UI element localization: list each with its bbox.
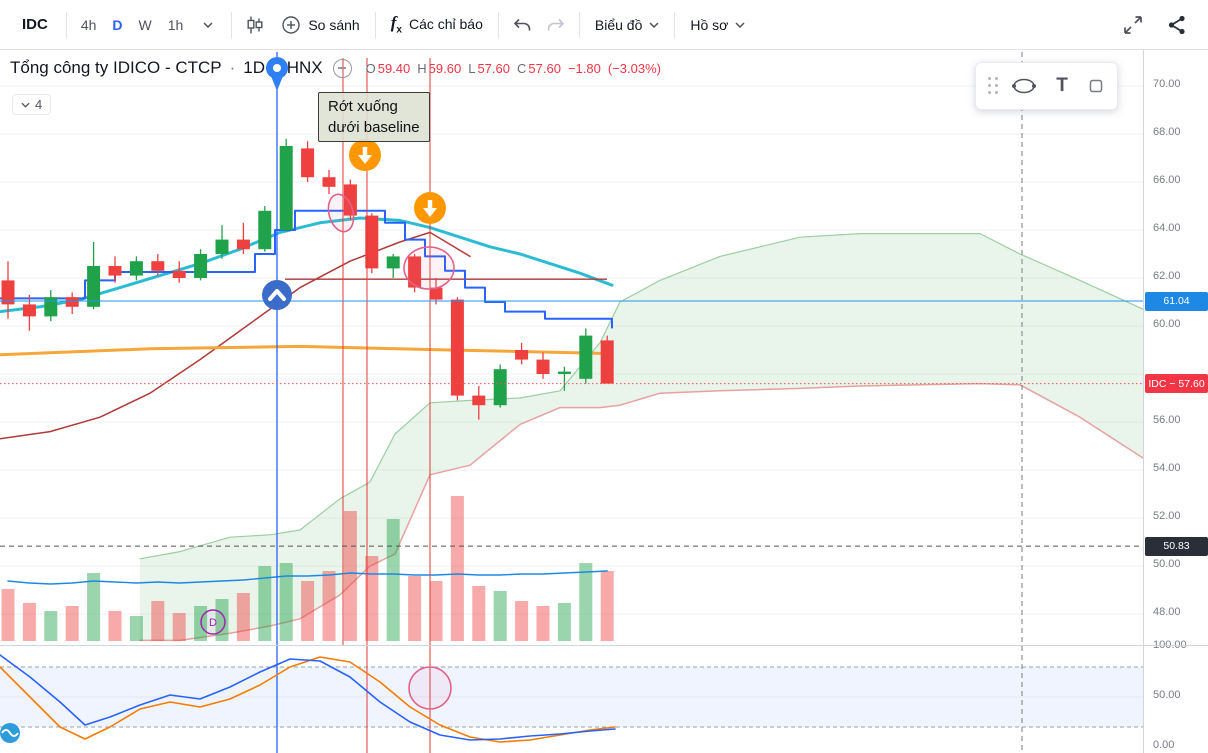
axis-label: 48.00 <box>1153 606 1181 618</box>
fullscreen-icon <box>1124 15 1142 34</box>
ellipse-tool-button[interactable] <box>1007 69 1041 103</box>
top-toolbar: IDC 4h D W 1h So sánh fx <box>0 0 1208 50</box>
axis-label: 68.00 <box>1153 126 1181 138</box>
profile-menu-label: Hồ sơ <box>690 16 729 33</box>
separator <box>231 11 233 38</box>
legend-count: 4 <box>35 97 43 112</box>
axis-label: 66.00 <box>1153 174 1181 186</box>
maximize-icon <box>1089 79 1103 93</box>
change-value: −1.80 <box>567 60 601 76</box>
dot-separator: · <box>229 58 236 77</box>
low-label: L <box>468 60 476 76</box>
change-pct-value: (−3.03%) <box>607 60 661 76</box>
undo-button[interactable] <box>505 8 539 42</box>
high-label: H <box>417 60 427 76</box>
ellipse-tool-icon <box>1012 78 1036 94</box>
axis-label: 54.00 <box>1153 462 1181 474</box>
chevron-down-icon <box>21 102 30 108</box>
ellipse-drawing <box>408 666 452 710</box>
annotation-note-line1: Rớt xuống <box>328 98 398 115</box>
chart-style-button[interactable] <box>238 8 272 42</box>
compare-label: So sánh <box>308 16 360 33</box>
annotation-note[interactable]: Rớt xuống dưới baseline <box>318 92 430 142</box>
axis-label: 56.00 <box>1153 414 1181 426</box>
drawing-toolbar: T <box>975 62 1118 110</box>
chart-menu-button[interactable]: Biểu đồ <box>586 11 668 39</box>
axis-label: 50.00 <box>1153 558 1181 570</box>
separator <box>65 11 67 38</box>
symbol-button[interactable]: IDC <box>22 16 48 33</box>
axis-label: 70.00 <box>1153 78 1181 90</box>
price-axis[interactable]: 70.00 68.00 66.00 64.00 62.00 60.00 56.00 54.00… <box>1143 50 1208 753</box>
plus-circle-icon <box>282 15 301 34</box>
symbol-title[interactable]: Tổng công ty IDICO - CTCP <box>10 58 222 77</box>
interval-label: 1D <box>243 58 266 77</box>
legend-collapse-button[interactable]: 4 <box>12 94 52 115</box>
ichimoku-cloud <box>140 233 1143 641</box>
dot-separator: · <box>273 58 279 77</box>
chevron-down-icon <box>649 21 659 28</box>
timeframe-4h[interactable]: 4h <box>80 16 97 33</box>
separator <box>497 11 499 38</box>
text-tool-icon: T <box>1056 75 1068 96</box>
pane-divider[interactable] <box>0 645 1208 646</box>
axis-label: 52.00 <box>1153 510 1181 522</box>
axis-label: 50.00 <box>1153 689 1181 701</box>
price-chart[interactable]: D <box>0 0 1143 753</box>
timeframe-1d[interactable]: D <box>112 16 123 33</box>
axis-label: 60.00 <box>1153 318 1181 330</box>
open-label: O <box>365 60 376 76</box>
separator <box>374 11 376 38</box>
chevron-down-icon <box>203 21 213 28</box>
separator <box>674 11 676 38</box>
close-value: 57.60 <box>528 60 561 76</box>
chevron-down-icon <box>735 21 745 28</box>
d-marker <box>200 609 226 635</box>
open-value: 59.40 <box>377 60 411 76</box>
share-button[interactable] <box>1160 8 1194 42</box>
hide-series-button[interactable] <box>332 58 352 78</box>
indicators-label: Các chỉ báo <box>408 16 483 33</box>
high-value: 59.60 <box>428 60 462 76</box>
arrow-up-marker <box>262 280 292 310</box>
ellipse-drawing <box>403 246 455 290</box>
price-badge: IDC − 57.60 <box>1145 374 1208 394</box>
candlestick-icon <box>247 16 263 33</box>
chart-menu-label: Biểu đồ <box>594 16 643 33</box>
ohlc-values: O 59.40 H 59.60 L 57.60 C 57.60 −1.80 (−3.03… <box>366 61 661 76</box>
exchange-label: HNX <box>286 58 323 77</box>
text-tool-button[interactable]: T <box>1045 69 1079 103</box>
redo-icon <box>547 18 565 30</box>
fullscreen-button[interactable] <box>1116 8 1150 42</box>
share-icon <box>1168 15 1185 34</box>
timeframe-1w[interactable]: W <box>138 16 152 33</box>
undo-icon <box>513 18 531 30</box>
price-badge: 61.04 <box>1145 291 1208 311</box>
annotation-note-line2: dưới baseline <box>328 119 420 136</box>
timeframe-1h[interactable]: 1h <box>167 16 184 33</box>
drag-handle-icon[interactable] <box>984 77 1003 95</box>
profile-menu-button[interactable]: Hồ sơ <box>681 11 754 39</box>
close-label: C <box>517 60 527 76</box>
svg-text:D: D <box>209 617 217 629</box>
axis-label: 0.00 <box>1153 739 1175 751</box>
fx-icon: fx <box>390 13 402 36</box>
compare-button[interactable]: So sánh <box>272 9 368 41</box>
axis-label: 62.00 <box>1153 270 1181 282</box>
price-badge: 50.83 <box>1145 536 1208 556</box>
ellipse-drawing <box>327 193 355 233</box>
timeframe-dropdown-button[interactable] <box>191 8 225 42</box>
maximize-pane-button[interactable] <box>1083 69 1109 103</box>
separator <box>578 11 580 38</box>
redo-button[interactable] <box>539 8 573 42</box>
chart-legend-header: Tổng công ty IDICO - CTCP · 1D · HNX O 59… <box>10 58 661 78</box>
low-value: 57.60 <box>477 60 510 76</box>
axis-label: 64.00 <box>1153 222 1181 234</box>
toolbar-right-group <box>1116 8 1198 42</box>
indicators-button[interactable]: fx Các chỉ báo <box>382 7 492 41</box>
